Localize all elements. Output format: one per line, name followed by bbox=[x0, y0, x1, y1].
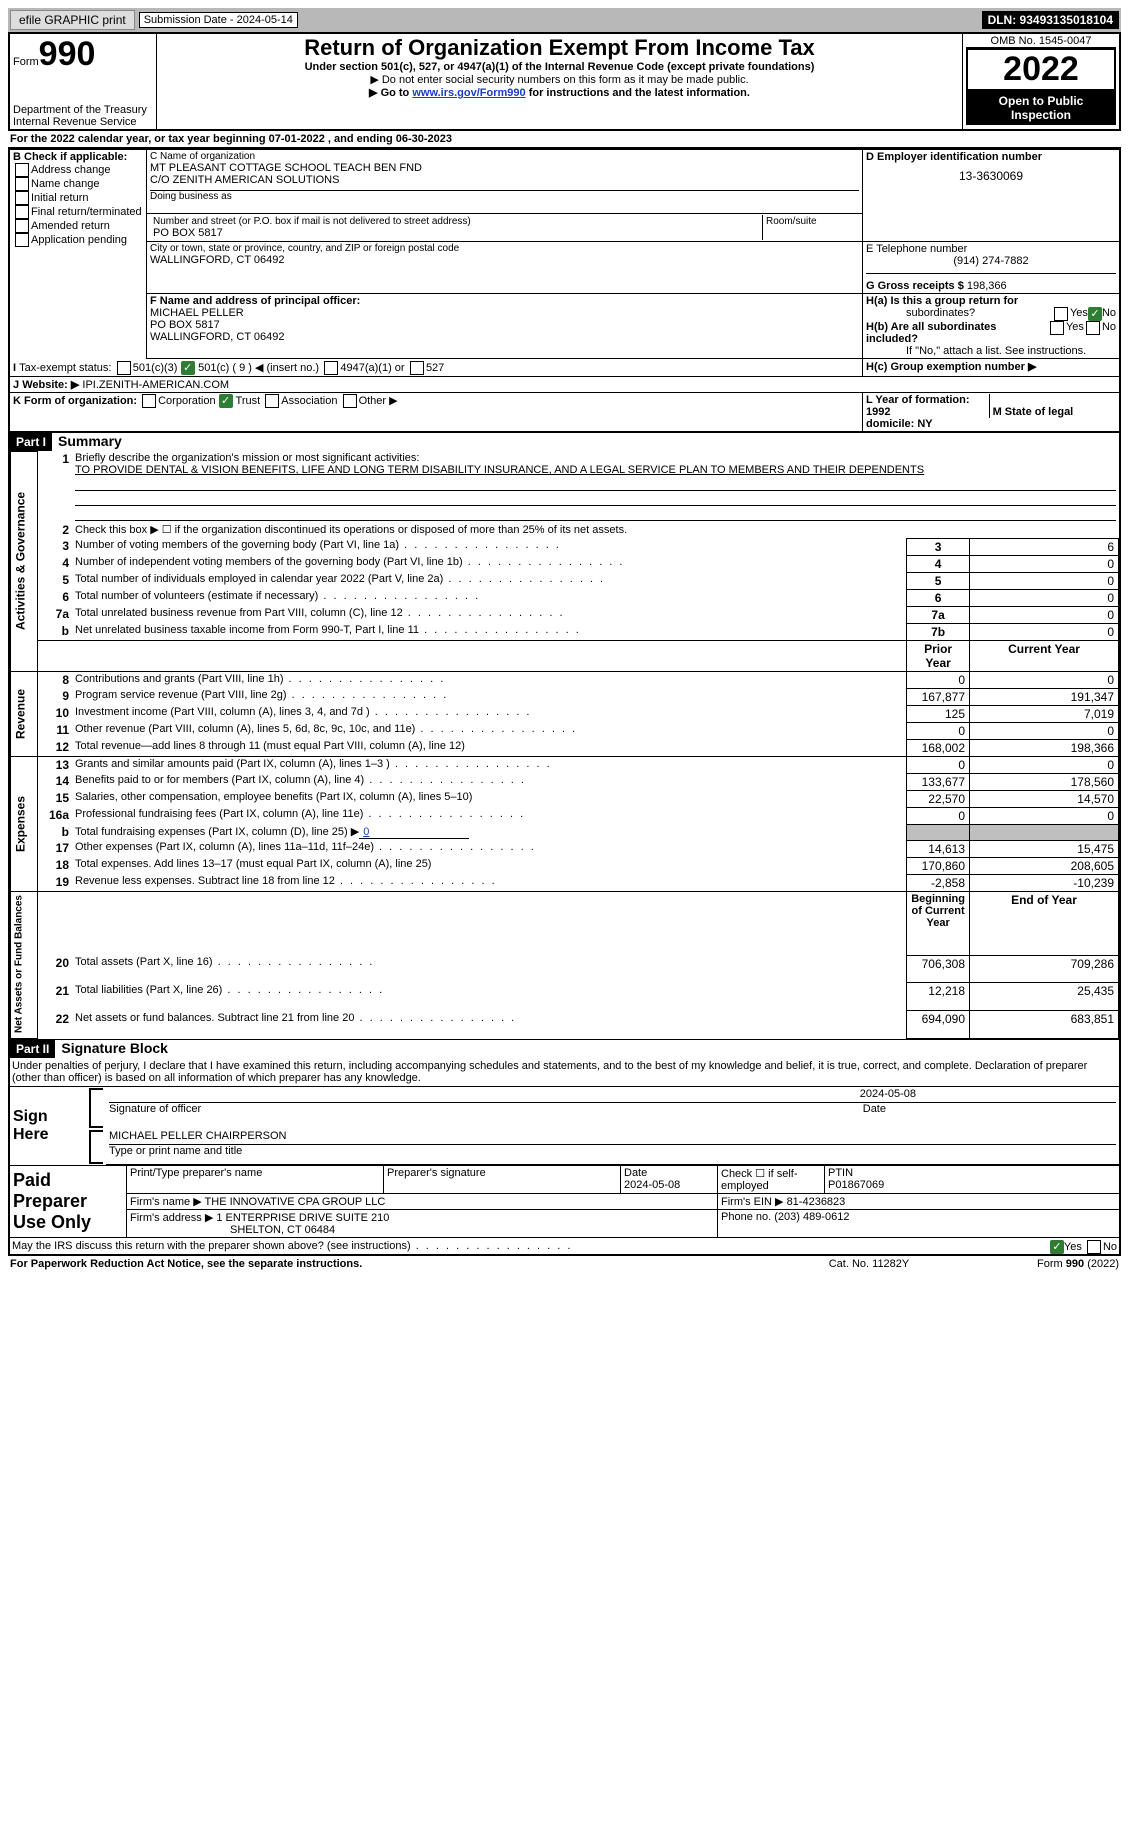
addr-change-checkbox[interactable] bbox=[15, 163, 29, 177]
sign-here-table: Sign Here 2024-05-08 Signature of office… bbox=[10, 1087, 1119, 1166]
summary-table: Activities & Governance 1 Briefly descri… bbox=[10, 451, 1119, 1039]
check-icon: ✓ bbox=[1050, 1240, 1064, 1254]
corp-checkbox[interactable] bbox=[142, 394, 156, 408]
ha-yes-checkbox[interactable] bbox=[1054, 307, 1068, 321]
501c3-checkbox[interactable] bbox=[117, 361, 131, 375]
page-title: Return of Organization Exempt From Incom… bbox=[160, 35, 959, 61]
check-icon: ✓ bbox=[181, 361, 195, 375]
firm-addr2: SHELTON, CT 06484 bbox=[130, 1224, 335, 1236]
i-label: Tax-exempt status: bbox=[19, 362, 111, 374]
form-label: Form bbox=[13, 56, 39, 68]
line-a: For the 2022 calendar year, or tax year … bbox=[8, 131, 1121, 148]
room-label: Room/suite bbox=[763, 215, 860, 240]
org-name: MT PLEASANT COTTAGE SCHOOL TEACH BEN FND bbox=[150, 162, 859, 174]
officer-city: WALLINGFORD, CT 06492 bbox=[150, 331, 859, 343]
dba-label: Doing business as bbox=[150, 190, 859, 202]
city-value: WALLINGFORD, CT 06492 bbox=[150, 254, 859, 266]
part2-title: Signature Block bbox=[55, 1038, 174, 1058]
name-change-checkbox[interactable] bbox=[15, 177, 29, 191]
top-bar: efile GRAPHIC print Submission Date - 20… bbox=[8, 8, 1121, 32]
city-label: City or town, state or province, country… bbox=[150, 243, 859, 254]
e-label: E Telephone number bbox=[866, 243, 967, 255]
ptin: P01867069 bbox=[828, 1179, 884, 1191]
l-label: L Year of formation: 1992 bbox=[866, 394, 970, 418]
subtitle: Under section 501(c), 527, or 4947(a)(1)… bbox=[160, 61, 959, 73]
firm-phone: (203) 489-0612 bbox=[774, 1211, 849, 1223]
irs-label: Internal Revenue Service bbox=[13, 116, 153, 128]
officer-addr: PO BOX 5817 bbox=[150, 319, 859, 331]
g-label: G Gross receipts $ bbox=[866, 280, 964, 292]
addr-label: Number and street (or P.O. box if mail i… bbox=[153, 216, 759, 227]
ein: 13-3630069 bbox=[866, 163, 1116, 189]
sign-here: Sign Here bbox=[10, 1087, 86, 1165]
officer-name: MICHAEL PELLER bbox=[150, 307, 859, 319]
form-number: 990 bbox=[39, 35, 96, 73]
tax-year: 2022 bbox=[1003, 50, 1079, 88]
header-table: Form990 Department of the Treasury Inter… bbox=[8, 32, 1121, 131]
c-label: C Name of organization bbox=[150, 151, 859, 162]
527-checkbox[interactable] bbox=[410, 361, 424, 375]
k-label: K Form of organization: bbox=[13, 395, 137, 407]
cat-no: Cat. No. 11282Y bbox=[769, 1258, 969, 1270]
4947-checkbox[interactable] bbox=[324, 361, 338, 375]
part1-label: Part I bbox=[10, 433, 52, 451]
expenses-side: Expenses bbox=[11, 756, 38, 891]
assoc-checkbox[interactable] bbox=[265, 394, 279, 408]
preparer-table: Paid Preparer Use Only Print/Type prepar… bbox=[10, 1165, 1119, 1237]
dept-label: Department of the Treasury bbox=[13, 104, 153, 116]
officer-print-name: MICHAEL PELLER CHAIRPERSON bbox=[109, 1130, 1116, 1145]
initial-return-checkbox[interactable] bbox=[15, 191, 29, 205]
part2-label: Part II bbox=[10, 1040, 55, 1058]
mission: TO PROVIDE DENTAL & VISION BENEFITS, LIF… bbox=[75, 464, 924, 476]
paid-preparer: Paid Preparer Use Only bbox=[10, 1166, 127, 1238]
note1: ▶ Do not enter social security numbers o… bbox=[160, 73, 959, 86]
b-label: B Check if applicable: bbox=[13, 151, 127, 163]
netassets-side: Net Assets or Fund Balances bbox=[11, 891, 38, 1038]
telephone: (914) 274-7882 bbox=[866, 255, 1116, 267]
firm-ein: 81-4236823 bbox=[787, 1196, 846, 1208]
omb-label: OMB No. 1545-0047 bbox=[966, 35, 1116, 48]
efile-print-button[interactable]: efile GRAPHIC print bbox=[10, 10, 135, 30]
part1-title: Summary bbox=[52, 431, 128, 451]
firm-name: THE INNOVATIVE CPA GROUP LLC bbox=[205, 1196, 386, 1208]
check-icon: ✓ bbox=[1088, 307, 1102, 321]
org-co: C/O ZENITH AMERICAN SOLUTIONS bbox=[150, 174, 859, 186]
hb-yes-checkbox[interactable] bbox=[1050, 321, 1064, 335]
website: IPI.ZENITH-AMERICAN.COM bbox=[82, 379, 229, 391]
other-checkbox[interactable] bbox=[343, 394, 357, 408]
activities-side: Activities & Governance bbox=[11, 451, 38, 671]
pra-notice: For Paperwork Reduction Act Notice, see … bbox=[10, 1258, 769, 1270]
declaration: Under penalties of perjury, I declare th… bbox=[10, 1058, 1119, 1087]
check-icon: ✓ bbox=[219, 394, 233, 408]
f-label: F Name and address of principal officer: bbox=[150, 295, 360, 307]
firm-addr1: 1 ENTERPRISE DRIVE SUITE 210 bbox=[216, 1212, 389, 1224]
open-inspection: Open to Public Inspection bbox=[966, 91, 1116, 125]
dln-label: DLN: 93493135018104 bbox=[982, 11, 1119, 29]
street-addr: PO BOX 5817 bbox=[153, 227, 759, 239]
entity-table: B Check if applicable: Address change Na… bbox=[8, 148, 1121, 433]
submission-date: Submission Date - 2024-05-14 bbox=[139, 12, 298, 28]
app-pending-checkbox[interactable] bbox=[15, 233, 29, 247]
gross-receipts: 198,366 bbox=[967, 280, 1007, 292]
j-label: Website: ▶ bbox=[22, 379, 79, 391]
revenue-side: Revenue bbox=[11, 671, 38, 756]
amended-return-checkbox[interactable] bbox=[15, 219, 29, 233]
fundraising-link[interactable]: 0 bbox=[363, 826, 369, 838]
note2: ▶ Go to www.irs.gov/Form990 for instruct… bbox=[160, 86, 959, 99]
d-label: D Employer identification number bbox=[866, 151, 1042, 163]
discuss-no-checkbox[interactable] bbox=[1087, 1240, 1101, 1254]
irs-link[interactable]: www.irs.gov/Form990 bbox=[412, 87, 525, 99]
hb-no-checkbox[interactable] bbox=[1086, 321, 1100, 335]
final-return-checkbox[interactable] bbox=[15, 205, 29, 219]
